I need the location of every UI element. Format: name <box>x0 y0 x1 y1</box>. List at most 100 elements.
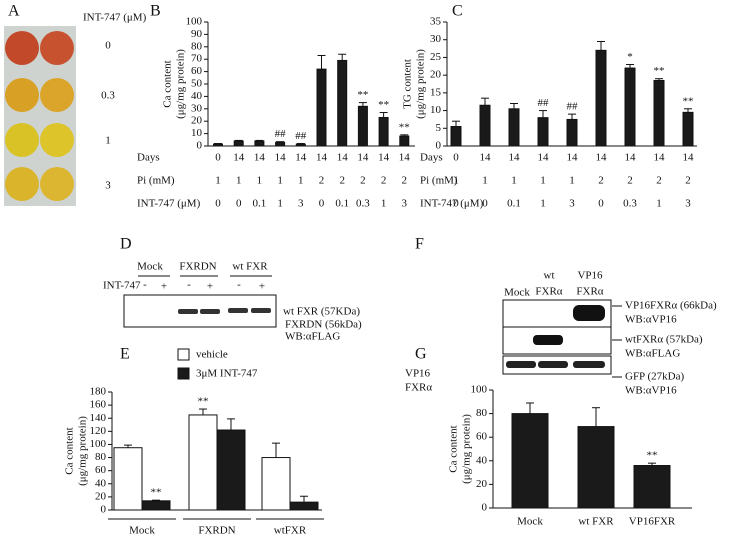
table-cell: 3 <box>298 198 304 210</box>
well <box>40 31 74 65</box>
x-tick-label: Mock <box>129 525 155 536</box>
y-tick-label: 20 <box>95 490 107 502</box>
table-cell: 1 <box>569 175 575 187</box>
y-tick-label: 60 <box>476 431 488 443</box>
table-cell: 1 <box>298 175 304 187</box>
y-axis-label: (μg/mg protein) <box>461 414 473 484</box>
significance-label: ** <box>654 65 665 77</box>
table-cell: 0 <box>598 198 604 210</box>
row-label: GFP (27kDa) <box>625 371 685 383</box>
y-tick-label: 100 <box>186 16 203 28</box>
y-tick-label: 15 <box>430 86 442 98</box>
well <box>5 31 39 65</box>
table-cell: 3 <box>569 198 575 210</box>
table-cell: 14 <box>567 152 579 164</box>
bar <box>261 457 291 511</box>
bar <box>479 104 491 147</box>
y-axis-label: TG content <box>402 59 414 109</box>
table-cell: 0 <box>482 198 488 210</box>
bar <box>511 413 549 509</box>
y-axis-label: (μg/mg protein) <box>175 49 187 119</box>
table-cell: 2 <box>627 175 633 187</box>
table-cell: 0 <box>215 152 221 164</box>
panel-label: D <box>120 236 132 253</box>
antibody-label: WB:αFLAG <box>625 348 680 360</box>
y-tick-label: 20 <box>191 115 203 127</box>
y-tick-label: 10 <box>430 104 442 116</box>
y-tick-label: 180 <box>90 386 107 398</box>
bar <box>275 141 286 147</box>
table-cell: 2 <box>685 175 691 187</box>
table-cell: 0.1 <box>335 198 349 210</box>
y-tick-label: 60 <box>191 65 203 77</box>
plate-header: INT-747 (μM) <box>83 12 147 24</box>
table-cell: 0 <box>215 198 221 210</box>
bar <box>295 143 306 147</box>
y-tick-label: 140 <box>90 412 107 424</box>
y-tick-label: 0 <box>482 502 488 514</box>
well <box>5 167 39 201</box>
y-tick-label: 120 <box>90 425 107 437</box>
table-cell: 14 <box>538 152 550 164</box>
plate-row-label: 3 <box>105 180 111 192</box>
y-tick-label: 80 <box>95 451 107 463</box>
table-row-label: INT-747 (μM) <box>420 198 484 210</box>
table-cell: 0.1 <box>507 198 521 210</box>
antibody-label: WB:αFLAG <box>285 331 340 343</box>
plate-row-label: 0 <box>105 40 111 52</box>
bar <box>213 143 223 147</box>
table-cell: 1 <box>482 175 488 187</box>
band <box>251 308 271 313</box>
y-tick-label: 160 <box>90 399 107 411</box>
table-cell: 14 <box>480 152 492 164</box>
x-tick-label: Mock <box>517 516 543 528</box>
bar <box>188 414 218 511</box>
table-cell: 0.3 <box>623 198 637 210</box>
table-row-label: Pi (mM) <box>137 175 175 187</box>
significance-label: ## <box>295 130 307 142</box>
table-cell: 14 <box>233 152 245 164</box>
lane-group: Mock <box>137 261 163 273</box>
significance-label: ** <box>378 99 389 111</box>
bar <box>508 108 520 147</box>
bar <box>289 501 319 511</box>
band <box>533 335 563 345</box>
table-cell: 14 <box>357 152 369 164</box>
significance-label: ** <box>647 450 658 462</box>
lane-label: wt <box>544 270 555 282</box>
x-tick-label: wtFXR <box>274 525 307 536</box>
legend-swatch <box>177 367 190 380</box>
bar <box>337 59 348 147</box>
table-row-label: INT-747 (μM) <box>137 198 201 210</box>
table-cell: 14 <box>596 152 608 164</box>
table-cell: 3 <box>685 198 691 210</box>
x-tick-label: wt FXR <box>578 516 614 528</box>
table-cell: 2 <box>402 175 408 187</box>
table-cell: 2 <box>339 175 345 187</box>
table-cell: 2 <box>381 175 387 187</box>
blot <box>123 294 277 328</box>
legend-label: vehicle <box>196 349 228 361</box>
y-tick-label: 10 <box>191 127 203 139</box>
band <box>200 309 220 314</box>
bar <box>682 111 694 147</box>
x-tick-label: FXRDN <box>198 525 235 536</box>
row-label: VP16FXRα (66kDa) <box>625 300 717 312</box>
significance-label: ** <box>357 89 368 101</box>
plate-row-label: 1 <box>105 135 111 147</box>
y-axis-label: (μg/mg protein) <box>77 416 89 486</box>
significance-label: ** <box>399 121 410 133</box>
treatment-sign: - <box>187 279 191 291</box>
table-cell: 1 <box>656 198 662 210</box>
band <box>506 361 536 368</box>
y-tick-label: 0 <box>197 140 203 152</box>
treatment-sign: + <box>161 281 167 293</box>
y-tick-label: 25 <box>430 51 442 63</box>
y-tick-label: 40 <box>191 90 203 102</box>
band <box>573 361 605 368</box>
table-cell: 14 <box>254 152 266 164</box>
y-tick-label: 35 <box>430 16 442 28</box>
table-cell: 14 <box>316 152 328 164</box>
table-cell: 1 <box>453 175 459 187</box>
band <box>573 305 605 321</box>
